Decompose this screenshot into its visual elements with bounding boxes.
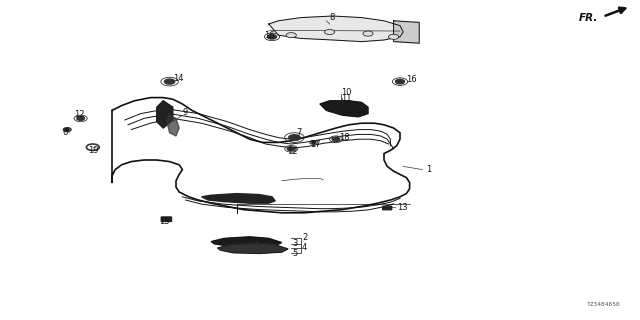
Text: 12: 12: [287, 147, 297, 156]
Circle shape: [287, 147, 295, 151]
Text: 18: 18: [339, 133, 350, 142]
Text: 19: 19: [88, 146, 99, 155]
Circle shape: [388, 34, 399, 39]
Circle shape: [363, 31, 373, 36]
Circle shape: [286, 33, 296, 38]
Polygon shape: [202, 194, 275, 203]
Text: 16: 16: [406, 76, 417, 84]
Text: 8: 8: [330, 13, 335, 22]
Text: 3: 3: [292, 239, 298, 248]
Polygon shape: [218, 243, 288, 253]
Text: 9: 9: [182, 108, 188, 117]
Text: 7: 7: [296, 128, 301, 137]
Text: 4: 4: [302, 244, 307, 252]
Circle shape: [289, 135, 300, 140]
Text: 6: 6: [63, 128, 68, 137]
Text: 14: 14: [173, 74, 183, 83]
Circle shape: [164, 79, 175, 84]
Polygon shape: [394, 21, 419, 43]
Text: 15: 15: [159, 217, 169, 226]
Polygon shape: [157, 101, 173, 128]
Text: 2: 2: [302, 233, 307, 242]
Circle shape: [396, 79, 404, 84]
Text: TZ3484650: TZ3484650: [587, 301, 621, 307]
Text: 11: 11: [341, 94, 351, 103]
Circle shape: [268, 35, 276, 39]
Text: 5: 5: [292, 249, 298, 258]
Text: FR.: FR.: [579, 12, 598, 23]
FancyBboxPatch shape: [383, 206, 392, 210]
Circle shape: [324, 29, 335, 35]
Text: 1: 1: [426, 165, 431, 174]
Circle shape: [65, 129, 69, 131]
Text: 12: 12: [74, 110, 84, 119]
Polygon shape: [320, 101, 368, 117]
Circle shape: [312, 141, 316, 143]
Circle shape: [332, 137, 340, 141]
Text: 16: 16: [264, 31, 275, 40]
Text: 10: 10: [341, 88, 351, 97]
Polygon shape: [269, 16, 403, 42]
Polygon shape: [166, 115, 179, 136]
Polygon shape: [211, 237, 282, 247]
FancyBboxPatch shape: [161, 217, 172, 221]
Text: 17: 17: [310, 140, 321, 149]
Text: 13: 13: [397, 203, 408, 212]
Circle shape: [77, 116, 84, 120]
